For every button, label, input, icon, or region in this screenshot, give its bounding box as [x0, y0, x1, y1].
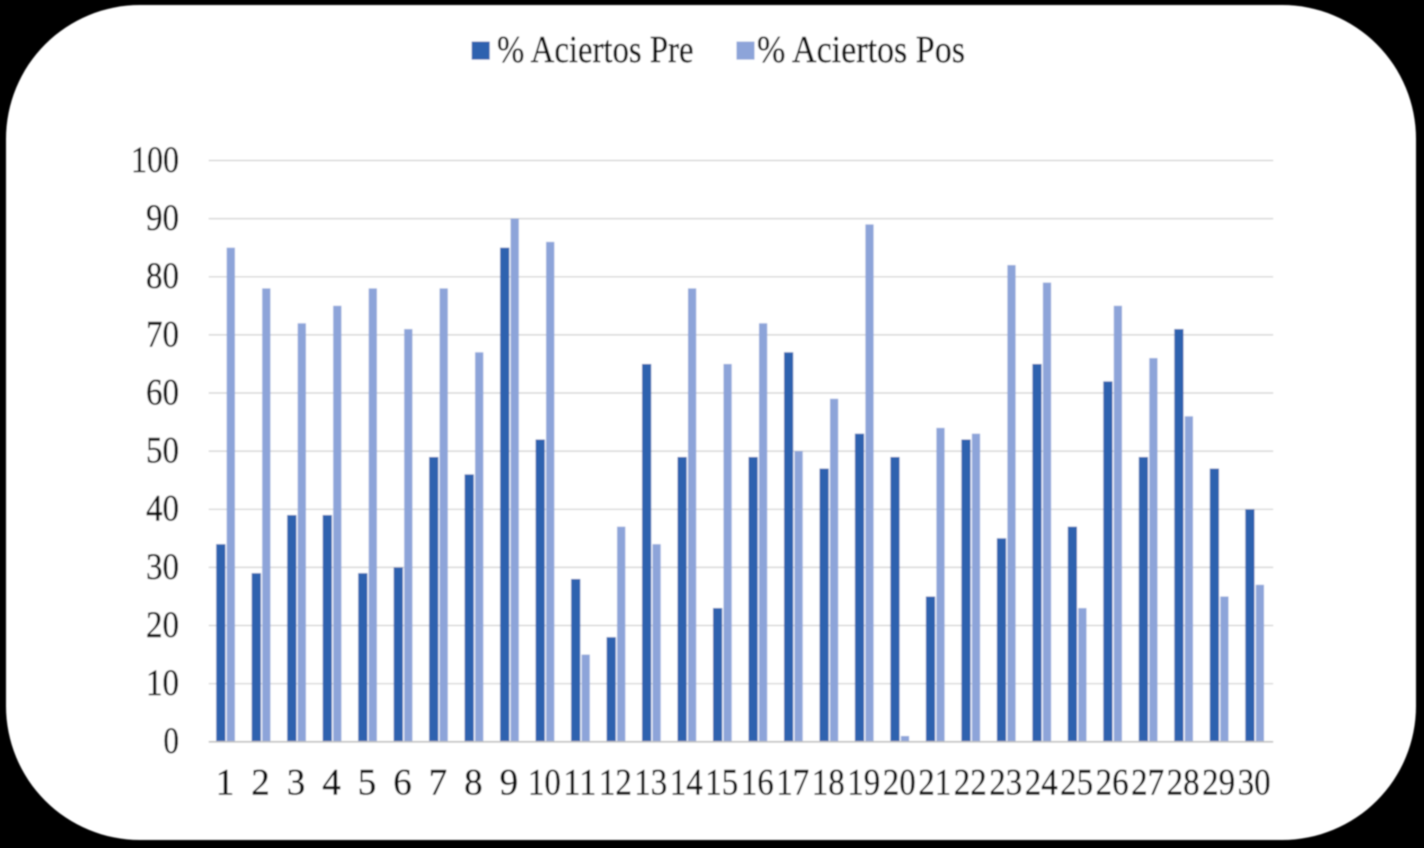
svg-text:8: 8 [464, 763, 483, 804]
svg-text:% Aciertos Pos: % Aciertos Pos [757, 29, 965, 71]
svg-text:7: 7 [429, 763, 448, 804]
svg-text:2: 2 [251, 763, 270, 804]
svg-text:1: 1 [216, 763, 235, 804]
svg-text:21: 21 [918, 763, 951, 804]
svg-text:18: 18 [812, 763, 845, 804]
svg-text:4: 4 [322, 763, 341, 804]
svg-text:25: 25 [1060, 763, 1093, 804]
svg-text:17: 17 [776, 763, 809, 804]
svg-text:15: 15 [705, 763, 738, 804]
svg-text:27: 27 [1131, 763, 1164, 804]
svg-text:14: 14 [670, 763, 703, 804]
svg-text:10: 10 [146, 663, 179, 704]
svg-text:9: 9 [500, 763, 519, 804]
svg-text:40: 40 [146, 489, 179, 530]
svg-text:19: 19 [847, 763, 880, 804]
svg-text:60: 60 [146, 372, 179, 413]
svg-text:3: 3 [287, 763, 306, 804]
svg-text:26: 26 [1096, 763, 1129, 804]
svg-text:23: 23 [989, 763, 1022, 804]
svg-text:90: 90 [146, 198, 179, 239]
svg-text:28: 28 [1167, 763, 1200, 804]
svg-text:22: 22 [954, 763, 987, 804]
svg-text:6: 6 [393, 763, 412, 804]
svg-text:16: 16 [741, 763, 774, 804]
svg-text:20: 20 [883, 763, 916, 804]
svg-text:11: 11 [563, 763, 596, 804]
svg-text:100: 100 [131, 140, 179, 181]
svg-text:30: 30 [1238, 763, 1271, 804]
svg-text:0: 0 [163, 721, 179, 762]
svg-text:70: 70 [146, 314, 179, 355]
svg-text:12: 12 [599, 763, 632, 804]
svg-text:29: 29 [1202, 763, 1235, 804]
svg-text:30: 30 [146, 547, 179, 588]
svg-text:13: 13 [634, 763, 667, 804]
svg-text:10: 10 [528, 763, 561, 804]
svg-text:5: 5 [358, 763, 377, 804]
svg-text:20: 20 [146, 605, 179, 646]
svg-text:50: 50 [146, 431, 179, 472]
svg-text:80: 80 [146, 256, 179, 297]
svg-text:24: 24 [1025, 763, 1058, 804]
svg-text:% Aciertos Pre: % Aciertos Pre [497, 29, 694, 71]
